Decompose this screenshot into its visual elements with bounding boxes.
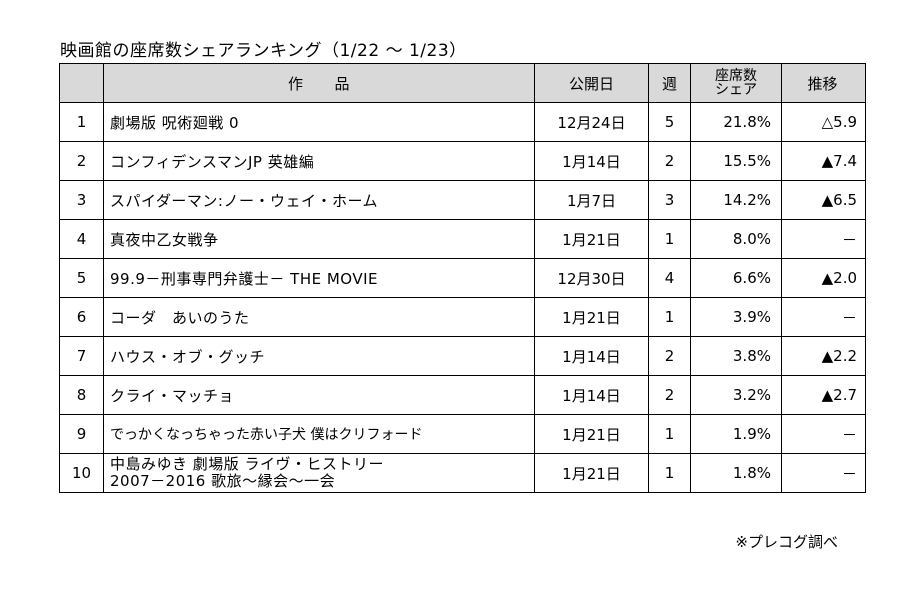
table-header-row: 作 品 公開日 週 座席数 シェア 推移 — [59, 63, 866, 103]
rank-cell: 6 — [59, 297, 104, 337]
share-cell: 3.2% — [690, 375, 782, 415]
trend-cell: － — [781, 453, 866, 493]
trend-cell: ▲6.5 — [781, 180, 866, 220]
title-cell: でっかくなっちゃった赤い子犬 僕はクリフォード — [103, 414, 535, 454]
header-rank — [59, 63, 104, 103]
header-release: 公開日 — [534, 63, 649, 103]
share-cell: 3.9% — [690, 297, 782, 337]
release-cell: 1月21日 — [534, 414, 649, 454]
rank-cell: 7 — [59, 336, 104, 376]
share-cell: 1.9% — [690, 414, 782, 454]
header-share-line1: 座席数 — [715, 68, 757, 84]
header-share-line2: シェア — [715, 82, 757, 98]
title-cell: クライ・マッチョ — [103, 375, 535, 415]
week-cell: 2 — [648, 141, 691, 181]
title-cell: コーダ あいのうた — [103, 297, 535, 337]
rank-cell: 5 — [59, 258, 104, 298]
share-cell: 15.5% — [690, 141, 782, 181]
rank-cell: 4 — [59, 219, 104, 259]
release-cell: 1月7日 — [534, 180, 649, 220]
table-row: 9 でっかくなっちゃった赤い子犬 僕はクリフォード 1月21日 1 1.9% － — [59, 414, 866, 454]
rank-cell: 3 — [59, 180, 104, 220]
header-title: 作 品 — [103, 63, 535, 103]
trend-cell: － — [781, 414, 866, 454]
ranking-table: 作 品 公開日 週 座席数 シェア 推移 1 劇場版 呪術廻戦 0 12月24日… — [59, 63, 866, 493]
rank-cell: 9 — [59, 414, 104, 454]
week-cell: 2 — [648, 375, 691, 415]
table-row: 6 コーダ あいのうた 1月21日 1 3.9% － — [59, 297, 866, 337]
header-week: 週 — [648, 63, 691, 103]
week-cell: 5 — [648, 102, 691, 142]
week-cell: 1 — [648, 414, 691, 454]
header-share: 座席数 シェア — [690, 63, 782, 103]
rank-cell: 10 — [59, 453, 104, 493]
trend-cell: － — [781, 219, 866, 259]
table-row: 10 中島みゆき 劇場版 ライヴ・ヒストリー 2007－2016 歌旅～縁会～一… — [59, 453, 866, 493]
share-cell: 6.6% — [690, 258, 782, 298]
table-row: 5 99.9－刑事専門弁護士－ THE MOVIE 12月30日 4 6.6% … — [59, 258, 866, 298]
release-cell: 12月30日 — [534, 258, 649, 298]
title-cell: 真夜中乙女戦争 — [103, 219, 535, 259]
rank-cell: 2 — [59, 141, 104, 181]
header-trend: 推移 — [781, 63, 866, 103]
trend-cell: ▲2.2 — [781, 336, 866, 376]
title-cell: ハウス・オブ・グッチ — [103, 336, 535, 376]
week-cell: 1 — [648, 453, 691, 493]
share-cell: 14.2% — [690, 180, 782, 220]
title-cell: 中島みゆき 劇場版 ライヴ・ヒストリー 2007－2016 歌旅～縁会～一会 — [103, 453, 535, 493]
trend-cell: ▲7.4 — [781, 141, 866, 181]
title-cell: 劇場版 呪術廻戦 0 — [103, 102, 535, 142]
table-row: 3 スパイダーマン:ノー・ウェイ・ホーム 1月7日 3 14.2% ▲6.5 — [59, 180, 866, 220]
title-cell: スパイダーマン:ノー・ウェイ・ホーム — [103, 180, 535, 220]
trend-cell: － — [781, 297, 866, 337]
release-cell: 1月14日 — [534, 375, 649, 415]
share-cell: 21.8% — [690, 102, 782, 142]
release-cell: 1月21日 — [534, 453, 649, 493]
share-cell: 1.8% — [690, 453, 782, 493]
release-cell: 12月24日 — [534, 102, 649, 142]
table-row: 4 真夜中乙女戦争 1月21日 1 8.0% － — [59, 219, 866, 259]
title-cell: 99.9－刑事専門弁護士－ THE MOVIE — [103, 258, 535, 298]
release-cell: 1月14日 — [534, 336, 649, 376]
rank-cell: 8 — [59, 375, 104, 415]
table-row: 7 ハウス・オブ・グッチ 1月14日 2 3.8% ▲2.2 — [59, 336, 866, 376]
source-note: ※プレコグ調べ — [735, 533, 838, 551]
page-title: 映画館の座席数シェアランキング（1/22 ～ 1/23） — [60, 41, 467, 61]
week-cell: 1 — [648, 297, 691, 337]
week-cell: 1 — [648, 219, 691, 259]
week-cell: 2 — [648, 336, 691, 376]
release-cell: 1月21日 — [534, 297, 649, 337]
table-row: 2 コンフィデンスマンJP 英雄編 1月14日 2 15.5% ▲7.4 — [59, 141, 866, 181]
title-line-2: 2007－2016 歌旅～縁会～一会 — [110, 472, 336, 490]
title-line-1: 中島みゆき 劇場版 ライヴ・ヒストリー — [110, 455, 385, 473]
week-cell: 4 — [648, 258, 691, 298]
trend-cell: ▲2.0 — [781, 258, 866, 298]
share-cell: 8.0% — [690, 219, 782, 259]
share-cell: 3.8% — [690, 336, 782, 376]
table-row: 1 劇場版 呪術廻戦 0 12月24日 5 21.8% △5.9 — [59, 102, 866, 142]
table-row: 8 クライ・マッチョ 1月14日 2 3.2% ▲2.7 — [59, 375, 866, 415]
rank-cell: 1 — [59, 102, 104, 142]
release-cell: 1月14日 — [534, 141, 649, 181]
trend-cell: ▲2.7 — [781, 375, 866, 415]
title-cell: コンフィデンスマンJP 英雄編 — [103, 141, 535, 181]
week-cell: 3 — [648, 180, 691, 220]
release-cell: 1月21日 — [534, 219, 649, 259]
trend-cell: △5.9 — [781, 102, 866, 142]
